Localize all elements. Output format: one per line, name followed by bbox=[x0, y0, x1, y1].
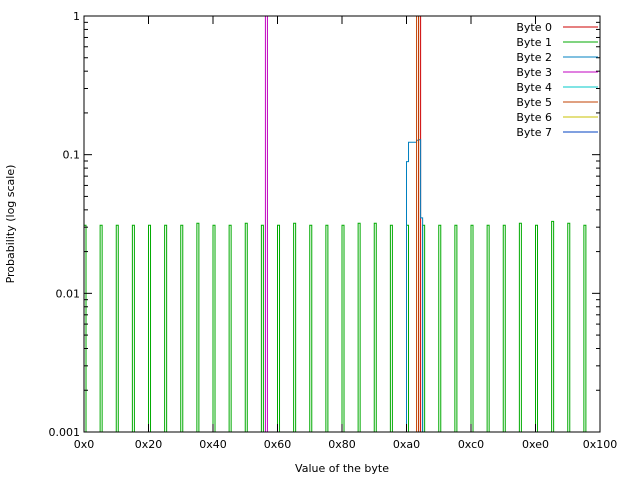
series-3 bbox=[264, 15, 268, 432]
legend-label: Byte 6 bbox=[516, 111, 552, 124]
legend-label: Byte 0 bbox=[516, 21, 552, 34]
x-tick-label: 0xc0 bbox=[458, 438, 484, 451]
series-line-3 bbox=[264, 15, 268, 432]
series-5 bbox=[416, 15, 420, 432]
x-tick-label: 0x100 bbox=[583, 438, 618, 451]
y-tick-label: 0.01 bbox=[56, 287, 81, 300]
series-layer bbox=[83, 15, 587, 432]
y-axis-label: Probability (log scale) bbox=[4, 165, 17, 284]
x-axis-label: Value of the byte bbox=[295, 462, 389, 475]
series-1 bbox=[83, 220, 587, 432]
axis-layer: 0.001 0.01 0.1 1 0x0 0x20 0x40 0x60 0x80 0xa0 0xc0… bbox=[49, 10, 618, 451]
x-tick-label: 0xa0 bbox=[393, 438, 420, 451]
legend-label: Byte 3 bbox=[516, 66, 552, 79]
x-tick-label: 0x40 bbox=[199, 438, 227, 451]
legend-label: Byte 4 bbox=[516, 81, 552, 94]
legend-label: Byte 7 bbox=[516, 126, 552, 139]
x-tick-label: 0x20 bbox=[135, 438, 163, 451]
x-tick-label: 0xe0 bbox=[522, 438, 549, 451]
series-2 bbox=[406, 139, 424, 432]
y-tick-label: 0.1 bbox=[63, 149, 81, 162]
x-tick-label: 0x0 bbox=[74, 438, 95, 451]
y-tick-label: 0.001 bbox=[49, 426, 81, 439]
legend-label: Byte 5 bbox=[516, 96, 552, 109]
x-tick-label: 0x60 bbox=[264, 438, 292, 451]
y-tick-label: 1 bbox=[73, 10, 80, 23]
legend-label: Byte 2 bbox=[516, 51, 552, 64]
series-line-5 bbox=[416, 15, 420, 432]
series-band-2 bbox=[406, 139, 424, 432]
legend: Byte 0 Byte 1 Byte 2 Byte 3 Byte 4 Byte 5 Byte… bbox=[516, 21, 598, 139]
x-tick-label: 0x80 bbox=[328, 438, 356, 451]
series-line-1 bbox=[83, 220, 587, 432]
legend-label: Byte 1 bbox=[516, 36, 552, 49]
